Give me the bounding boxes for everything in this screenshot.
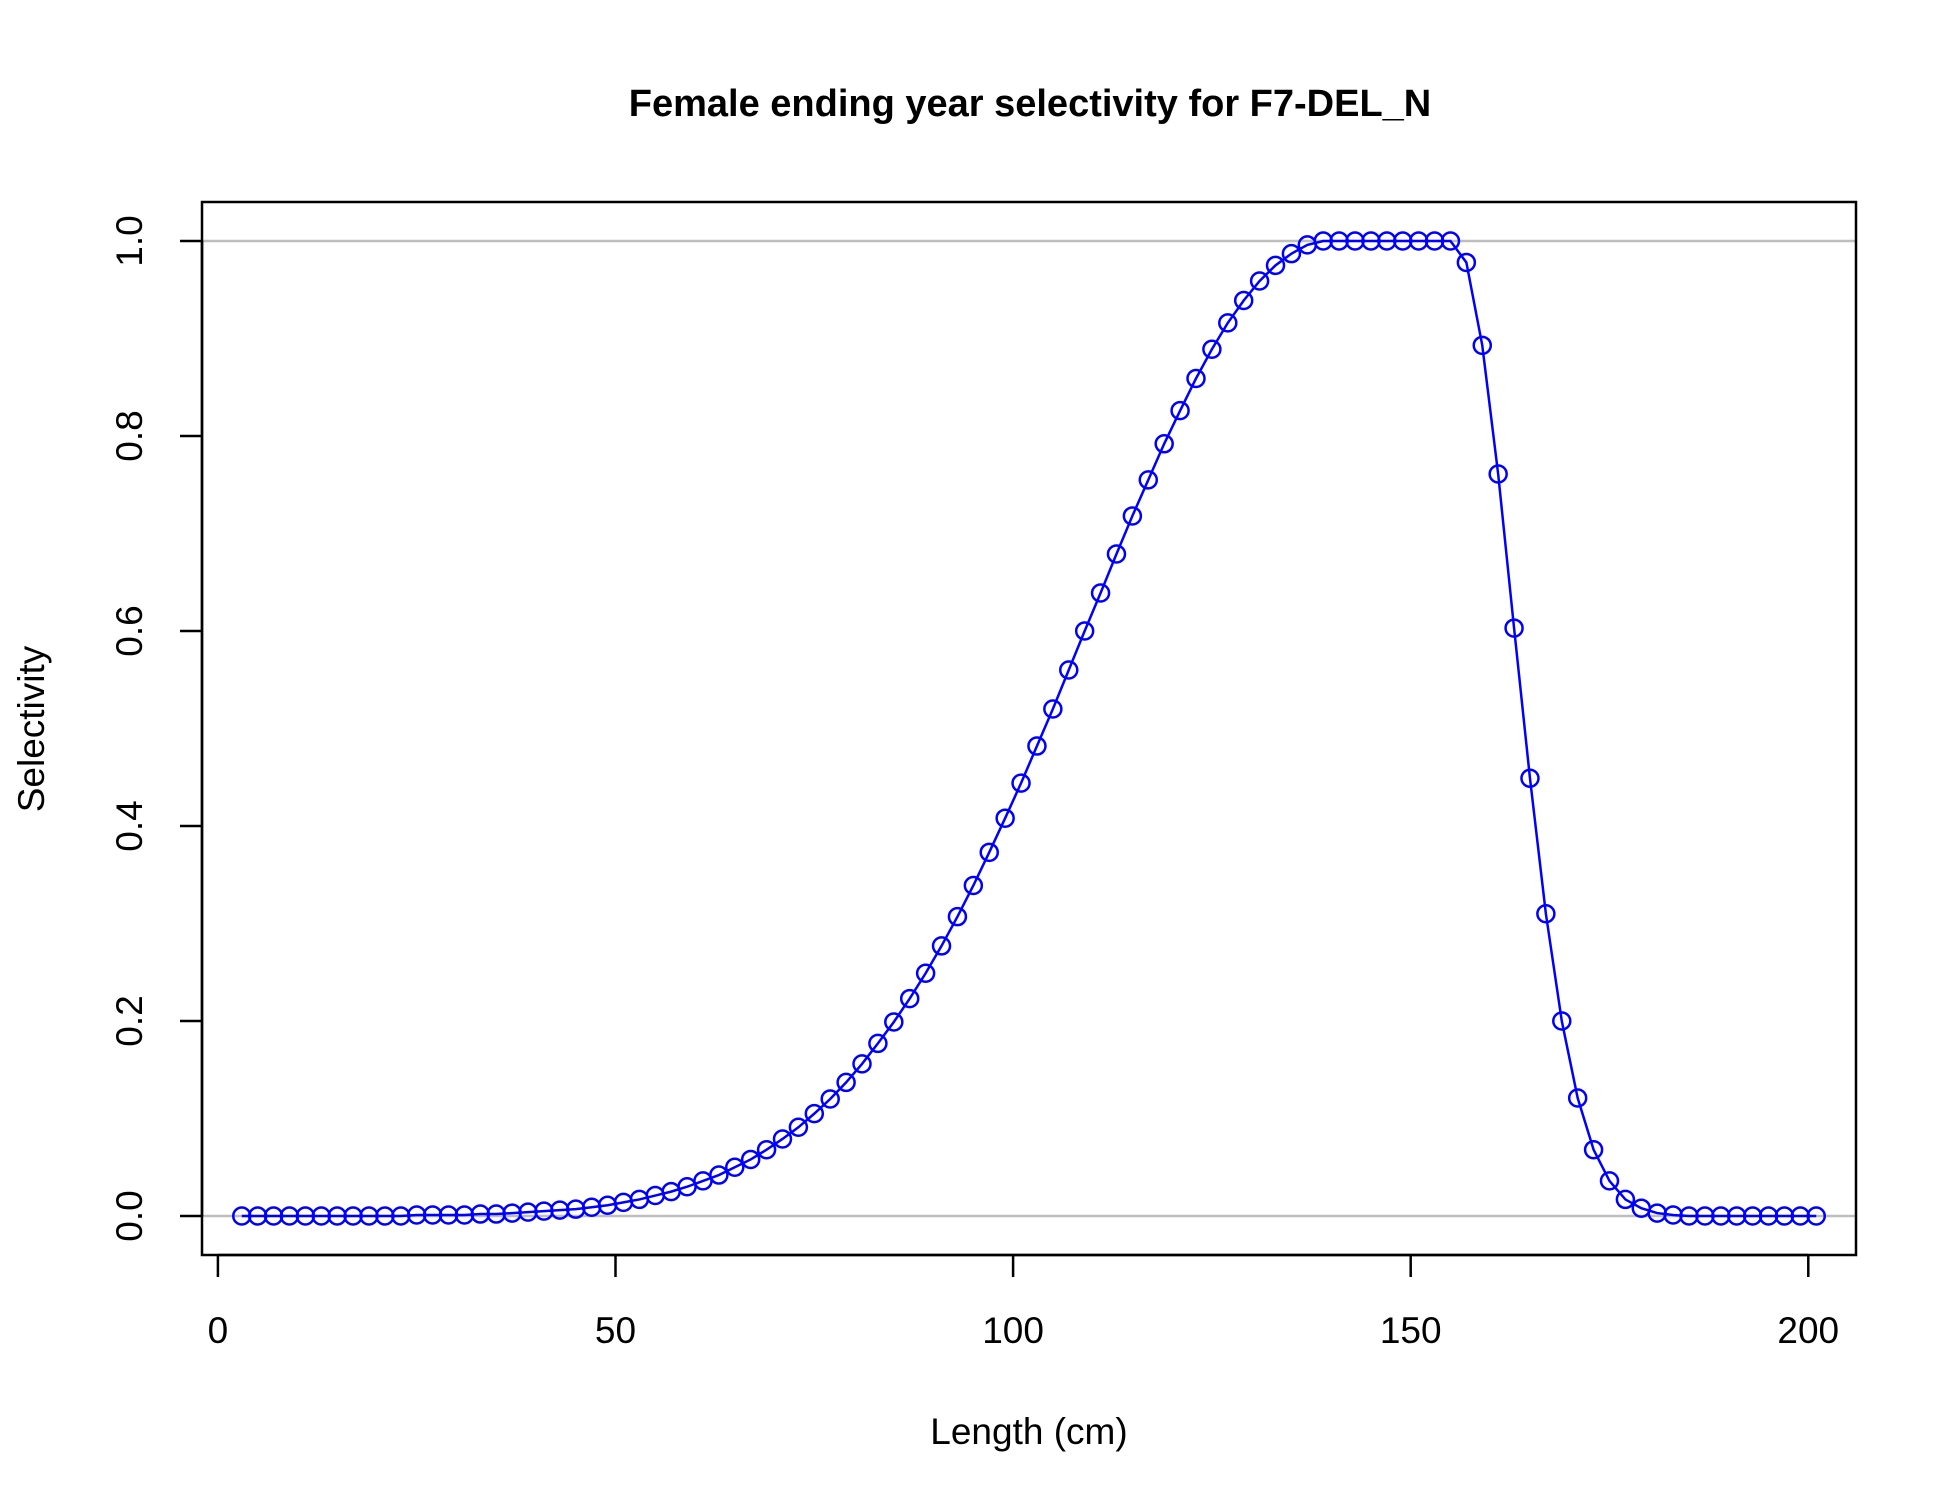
- plot-frame: [200, 200, 1858, 1257]
- y-tick-label: 0.6: [109, 605, 150, 656]
- data-point: [740, 1149, 761, 1170]
- data-point: [979, 842, 999, 863]
- data-point: [1552, 1011, 1572, 1031]
- data-point: [1011, 773, 1031, 793]
- data-point: [947, 906, 968, 927]
- data-point: [756, 1139, 777, 1160]
- y-tick-label: 0.8: [109, 410, 150, 461]
- x-tick-label: 150: [1380, 1310, 1442, 1351]
- data-point: [820, 1089, 840, 1109]
- data-point: [899, 988, 920, 1009]
- data-point: [1456, 252, 1477, 273]
- data-point: [1202, 339, 1222, 359]
- data-point: [1615, 1189, 1636, 1210]
- data-point: [1472, 335, 1493, 356]
- data-point: [804, 1103, 825, 1124]
- data-point: [709, 1165, 729, 1185]
- data-point: [915, 963, 936, 983]
- data-point: [995, 808, 1015, 828]
- data-point: [1520, 768, 1540, 788]
- y-tick-label: 0.4: [109, 800, 150, 851]
- data-point: [1186, 368, 1206, 389]
- data-point: [1281, 243, 1302, 264]
- data-point: [963, 875, 984, 896]
- data-point: [725, 1157, 745, 1177]
- data-point: [1074, 621, 1095, 641]
- data-point: [1249, 271, 1270, 291]
- data-point: [1138, 470, 1159, 490]
- series-line-0: [241, 239, 1817, 1218]
- y-tick-label: 0.0: [109, 1190, 150, 1241]
- x-tick-label: 200: [1777, 1310, 1839, 1351]
- data-point: [931, 936, 952, 956]
- x-axis-label: Length (cm): [930, 1411, 1127, 1452]
- data-point: [772, 1129, 793, 1149]
- data-point: [1567, 1088, 1588, 1108]
- x-axis: 0 50 100 150 200: [208, 1253, 1839, 1351]
- y-tick-label: 1.0: [109, 215, 150, 266]
- x-tick-label: 100: [982, 1310, 1044, 1351]
- y-axis: 0.0 0.2 0.4 0.6 0.8 1.0: [109, 215, 204, 1242]
- x-tick-label: 50: [595, 1310, 636, 1351]
- data-point: [1043, 699, 1063, 719]
- data-point: [1027, 736, 1047, 756]
- data-point: [852, 1054, 872, 1074]
- data-point: [1106, 544, 1127, 564]
- y-tick-label: 0.2: [109, 995, 150, 1046]
- data-point: [1090, 583, 1111, 603]
- data-point: [1536, 904, 1556, 924]
- data-point: [788, 1117, 809, 1138]
- data-point: [1122, 506, 1143, 526]
- data-point: [1488, 464, 1508, 484]
- data-point: [1218, 313, 1238, 333]
- y-axis-label: Selectivity: [11, 645, 52, 812]
- series-layer: [232, 231, 1826, 1226]
- chart-title: Female ending year selectivity for F7-DE…: [629, 83, 1432, 125]
- data-point: [1504, 618, 1524, 638]
- data-point: [1440, 231, 1461, 251]
- data-point: [1599, 1171, 1620, 1191]
- data-point: [1806, 1206, 1826, 1226]
- data-point: [1059, 660, 1079, 680]
- data-point: [1583, 1139, 1604, 1160]
- data-point: [868, 1033, 888, 1054]
- data-point: [1154, 434, 1174, 454]
- x-tick-label: 0: [208, 1310, 229, 1351]
- data-point: [1265, 255, 1286, 276]
- data-point: [884, 1012, 904, 1032]
- data-point: [1170, 400, 1190, 421]
- data-point: [1233, 290, 1254, 311]
- data-point: [836, 1072, 856, 1093]
- reference-lines: [202, 239, 1856, 1218]
